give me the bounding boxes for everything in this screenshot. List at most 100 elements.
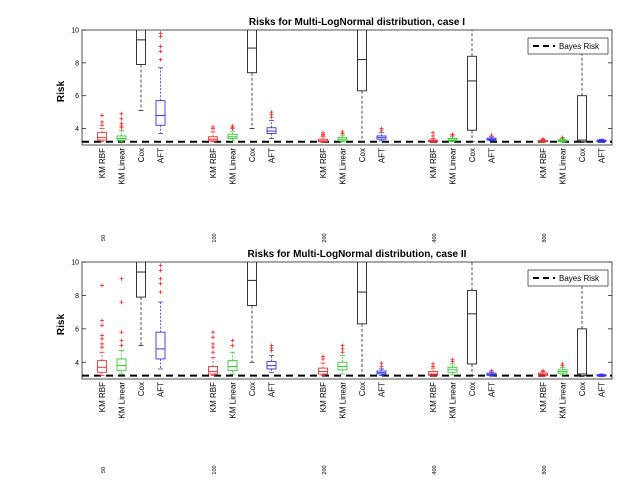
box-iqr (247, 262, 257, 306)
legend-label: Bayes Risk (559, 42, 600, 51)
method-label: AFT (598, 148, 607, 163)
box-km-rbf-50 (97, 113, 107, 143)
box-aft-200 (376, 126, 387, 142)
box-km-linear-100 (227, 124, 238, 142)
method-label: KM RBF (98, 382, 107, 412)
method-label: KM Linear (449, 148, 458, 185)
box-iqr (467, 289, 477, 365)
legend: Bayes Risk (527, 269, 609, 287)
box-cox-50 (136, 262, 146, 346)
group-label: 800 (542, 233, 548, 242)
method-label: Cox (468, 148, 477, 162)
method-label: AFT (378, 148, 387, 163)
method-label: KM Linear (339, 382, 348, 419)
group-label: 400 (432, 233, 438, 242)
method-label: AFT (598, 382, 607, 397)
method-label: KM Linear (229, 382, 238, 419)
method-label: KM Linear (559, 148, 568, 185)
box-iqr (227, 360, 238, 372)
method-label: KM Linear (118, 382, 127, 419)
group-label: 200 (322, 233, 328, 242)
method-label: KM RBF (319, 148, 328, 178)
group-label: 800 (542, 465, 548, 474)
method-label: AFT (157, 148, 166, 163)
box-iqr (577, 328, 587, 377)
box-aft-800 (596, 138, 607, 143)
legend-box (527, 269, 609, 287)
box-cox-800 (577, 271, 587, 377)
method-label: KM Linear (229, 148, 238, 185)
y-tick-label: 10 (71, 260, 79, 267)
box-km-rbf-100 (208, 330, 218, 377)
plot-frame (81, 261, 613, 380)
method-label: Cox (248, 148, 257, 162)
method-label: AFT (157, 382, 166, 397)
method-label: KM RBF (539, 382, 548, 412)
method-label: Cox (468, 382, 477, 396)
method-label: Cox (358, 382, 367, 396)
y-axis-label: Risk (56, 314, 67, 336)
method-label: AFT (488, 148, 497, 163)
method-label: KM Linear (559, 382, 568, 419)
box-aft-800 (596, 373, 607, 377)
box-iqr (247, 30, 257, 74)
method-label: KM RBF (429, 382, 438, 412)
y-axis-label: Risk (56, 81, 67, 103)
box-km-rbf-800 (538, 136, 548, 143)
box-cox-400 (467, 262, 477, 377)
y-tick-label: 4 (75, 360, 79, 367)
box-iqr (208, 366, 218, 375)
box-aft-400 (486, 368, 497, 377)
panel-case-1: Risks for Multi-LogNormal distribution, … (56, 17, 613, 243)
box-km-linear-200 (337, 343, 348, 375)
box-cox-50 (136, 30, 146, 111)
box-iqr (357, 262, 367, 325)
box-aft-100 (266, 110, 277, 139)
group-label: 50 (101, 235, 107, 241)
y-tick-label: 4 (75, 126, 79, 133)
box-iqr (357, 30, 367, 92)
box-iqr (467, 55, 477, 131)
chart-title: Risks for Multi-LogNormal distribution, … (249, 17, 465, 28)
legend-box (527, 37, 609, 55)
box-km-rbf-50 (97, 283, 107, 377)
method-label: KM Linear (339, 148, 348, 185)
method-label: AFT (378, 382, 387, 397)
plot-frame (81, 29, 613, 146)
box-aft-50 (155, 31, 166, 134)
box-iqr (97, 360, 107, 373)
box-km-rbf-200 (318, 130, 328, 143)
box-cox-400 (467, 30, 477, 143)
box-km-rbf-400 (428, 361, 438, 377)
y-tick-label: 10 (71, 28, 79, 35)
box-aft-50 (155, 263, 166, 370)
method-label: AFT (268, 382, 277, 397)
method-label: KM Linear (118, 148, 127, 185)
box-km-linear-800 (557, 135, 568, 143)
legend: Bayes Risk (527, 37, 609, 55)
y-tick-label: 8 (75, 60, 79, 67)
group-label: 400 (432, 465, 438, 474)
y-tick-label: 8 (75, 293, 79, 300)
box-km-rbf-400 (428, 130, 438, 143)
box-aft-400 (486, 133, 497, 142)
group-label: 200 (322, 465, 328, 474)
method-label: KM RBF (98, 148, 107, 178)
box-km-rbf-800 (538, 368, 548, 377)
method-label: KM RBF (209, 148, 218, 178)
box-iqr (136, 262, 146, 298)
box-km-linear-800 (557, 361, 568, 376)
method-label: KM RBF (319, 382, 328, 412)
legend-label: Bayes Risk (559, 274, 600, 283)
box-iqr (155, 331, 166, 360)
box-km-linear-50 (116, 276, 127, 375)
group-label: 50 (101, 467, 107, 473)
method-label: Cox (358, 148, 367, 162)
method-label: KM RBF (209, 382, 218, 412)
plot-area (82, 30, 612, 143)
box-cox-100 (247, 30, 257, 129)
box-km-linear-400 (447, 132, 458, 143)
box-aft-200 (376, 361, 387, 377)
box-cox-200 (357, 30, 367, 143)
